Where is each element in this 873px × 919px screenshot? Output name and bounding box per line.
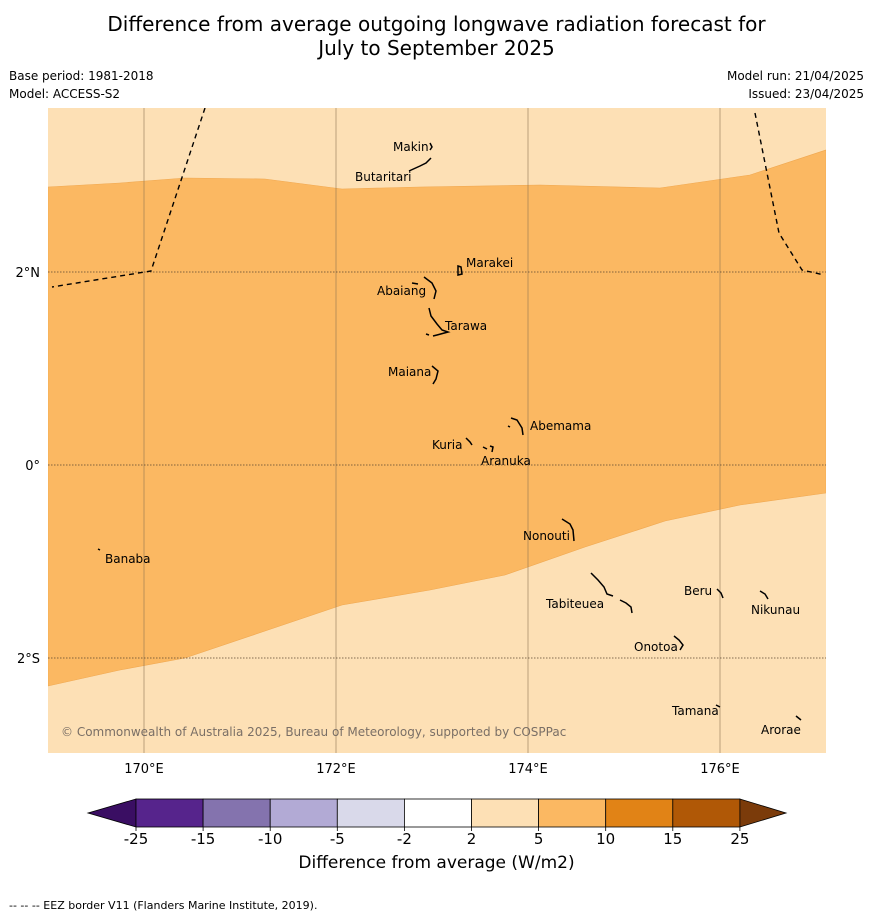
colorbar-tick-label: 25 — [730, 830, 749, 848]
place-label-maiana: Maiana — [388, 365, 431, 379]
colorbar-tick-label: 2 — [467, 830, 477, 848]
place-label-marakei: Marakei — [466, 256, 513, 270]
shading-5-10-band — [48, 149, 826, 687]
colorbar: -25 -15 -10 -5 -2 2 5 10 15 25 — [86, 798, 788, 848]
axis-labels: 170°E 172°E 174°E 176°E 2°N 0° 2°S — [16, 266, 740, 777]
colorbar-tick-label: 15 — [663, 830, 682, 848]
kuria-aranuka-atolls — [465, 437, 494, 453]
lon-label: 170°E — [124, 762, 164, 777]
abaiang-atoll — [411, 276, 437, 300]
eez-footnote: -- -- -- EEZ border V11 (Flanders Marine… — [9, 899, 318, 912]
butaritari-atoll — [408, 157, 432, 172]
colorbar-label: Difference from average (W/m2) — [298, 853, 575, 873]
issued-date: Issued: 23/04/2025 — [748, 87, 864, 101]
colorbar-tick-label: 5 — [534, 830, 544, 848]
colorbar-tick-label: -25 — [124, 830, 149, 848]
marakei-atoll — [457, 264, 463, 276]
colorbar-segment — [538, 798, 607, 828]
colorbar-tick-label: -15 — [191, 830, 216, 848]
meta-left: Base period: 1981-2018 Model: ACCESS-S2 — [9, 67, 154, 103]
colorbar-segment — [135, 798, 204, 828]
lon-label: 174°E — [508, 762, 548, 777]
banaba-island — [97, 548, 101, 551]
place-label-tamana: Tamana — [671, 704, 719, 718]
place-label-nonouti: Nonouti — [523, 529, 570, 543]
island-outlines — [97, 142, 802, 721]
place-label-beru: Beru — [684, 584, 712, 598]
abemama-atoll — [507, 417, 524, 436]
colorbar-low-extend — [86, 798, 137, 828]
title-line-1: Difference from average outgoing longwav… — [107, 12, 766, 36]
place-label-aranuka: Aranuka — [481, 454, 531, 468]
eez-border — [51, 108, 825, 288]
tabiteuea-atoll — [590, 572, 633, 614]
lat-label: 0° — [25, 459, 40, 474]
makin-atoll — [429, 142, 433, 151]
model-run: Model run: 21/04/2025 — [726, 69, 864, 83]
colorbar-segment — [336, 798, 405, 828]
colorbar-segment — [605, 798, 674, 828]
lon-label: 176°E — [700, 762, 740, 777]
place-label-onotoa: Onotoa — [634, 640, 678, 654]
beru-atoll — [716, 588, 724, 599]
eez-border-west — [51, 108, 206, 288]
nikunau-island — [759, 590, 769, 600]
eez-border-east — [754, 112, 825, 276]
colorbar-high-extend — [739, 798, 788, 828]
title-line-2: July to September 2025 — [318, 36, 555, 60]
colorbar-segment — [403, 798, 472, 828]
maiana-atoll — [431, 365, 439, 385]
base-period: Base period: 1981-2018 — [9, 69, 154, 83]
place-labels: Makin Butaritari Marakei Abaiang Tarawa Maian… — [105, 140, 801, 737]
colorbar-segment — [202, 798, 271, 828]
nonouti-atoll — [561, 518, 575, 542]
place-label-abemama: Abemama — [530, 419, 591, 433]
graticule — [48, 108, 826, 753]
place-label-kuria: Kuria — [432, 438, 463, 452]
place-label-tabiteuea: Tabiteuea — [545, 597, 604, 611]
lon-label: 172°E — [316, 762, 356, 777]
colorbar-segment — [672, 798, 741, 828]
colorbar-segment — [471, 798, 539, 828]
place-label-arorae: Arorae — [761, 723, 801, 737]
place-label-butaritari: Butaritari — [355, 170, 412, 184]
place-label-tarawa: Tarawa — [444, 319, 487, 333]
colorbar-tick-label: -2 — [397, 830, 412, 848]
place-label-makin: Makin — [393, 140, 429, 154]
colorbar-tick-label: -10 — [258, 830, 283, 848]
map-title: Difference from average outgoing longwav… — [0, 12, 873, 60]
tamana-island — [715, 704, 721, 708]
place-label-banaba: Banaba — [105, 552, 151, 566]
place-label-abaiang: Abaiang — [377, 284, 426, 298]
onotoa-atoll — [673, 635, 684, 651]
model-name: Model: ACCESS-S2 — [9, 87, 121, 101]
tarawa-atoll — [425, 307, 451, 337]
colorbar-tick-label: -5 — [330, 830, 345, 848]
lat-label: 2°N — [16, 266, 41, 281]
colorbar-segment — [269, 798, 338, 828]
map-area: Makin Butaritari Marakei Abaiang Tarawa Maian… — [48, 108, 826, 753]
meta-right: Model run: 21/04/2025 Issued: 23/04/2025 — [727, 67, 864, 103]
copyright-notice: © Commonwealth of Australia 2025, Bureau… — [61, 725, 566, 739]
lat-label: 2°S — [17, 652, 40, 667]
colorbar-tick-label: 10 — [596, 830, 615, 848]
place-label-nikunau: Nikunau — [751, 603, 800, 617]
arorae-island — [795, 715, 802, 721]
